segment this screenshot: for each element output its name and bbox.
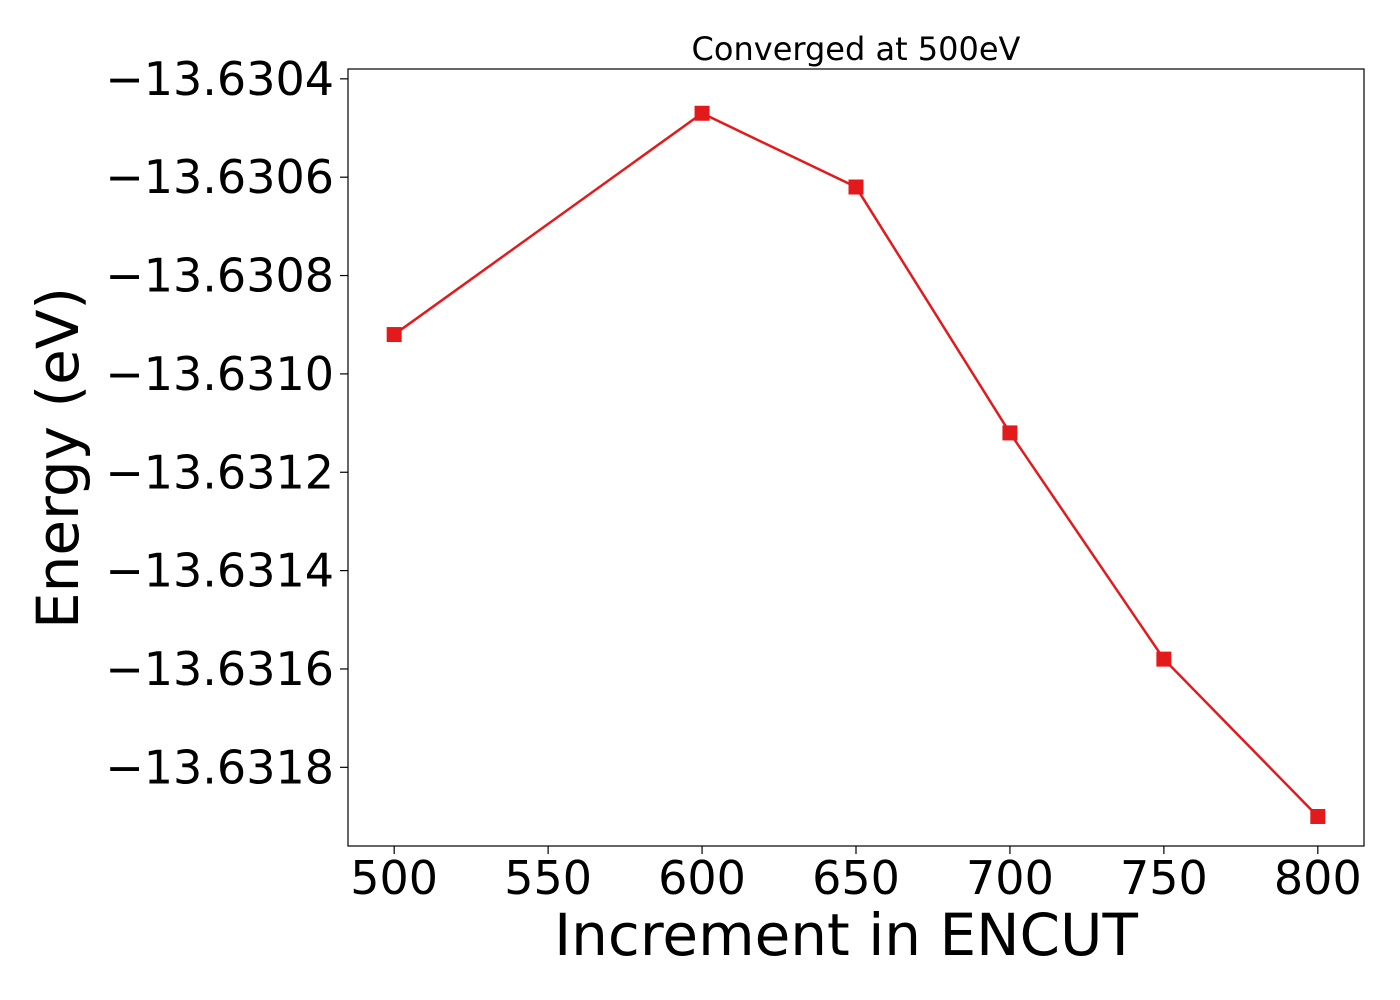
series-line xyxy=(393,111,1319,818)
y-axis-label: Energy (eV) xyxy=(24,287,92,629)
y-tick-label: −13.6308 xyxy=(105,249,334,303)
data-point-marker xyxy=(386,327,402,343)
x-tick-label: 550 xyxy=(504,851,592,905)
x-tick-label: 800 xyxy=(1274,851,1362,905)
y-tick-label: −13.6318 xyxy=(105,740,334,794)
y-tick-label: −13.6314 xyxy=(105,544,334,598)
data-point-marker xyxy=(694,105,710,121)
chart-title: Converged at 500eV xyxy=(692,30,1021,68)
data-point-marker xyxy=(1156,651,1172,667)
x-axis-ticks: 500 550 600 650 700 750 800 xyxy=(350,846,1362,905)
y-tick-label: −13.6312 xyxy=(105,445,334,499)
y-tick-label: −13.6316 xyxy=(105,642,334,696)
x-axis-label: Increment in ENCUT xyxy=(554,901,1138,969)
x-tick-label: 500 xyxy=(350,851,438,905)
x-tick-label: 600 xyxy=(658,851,746,905)
x-tick-label: 700 xyxy=(966,851,1054,905)
y-tick-label: −13.6310 xyxy=(105,347,334,401)
data-point-marker xyxy=(1002,425,1018,441)
x-tick-label: 750 xyxy=(1120,851,1208,905)
data-point-marker xyxy=(848,179,864,195)
x-tick-label: 650 xyxy=(812,851,900,905)
y-axis-ticks: −13.6304 −13.6306 −13.6308 −13.6310 −13.6312… xyxy=(105,52,348,794)
series-layer xyxy=(386,105,1326,824)
y-tick-label: −13.6304 xyxy=(105,52,334,106)
y-tick-label: −13.6306 xyxy=(105,150,334,204)
data-point-marker xyxy=(1310,808,1326,824)
